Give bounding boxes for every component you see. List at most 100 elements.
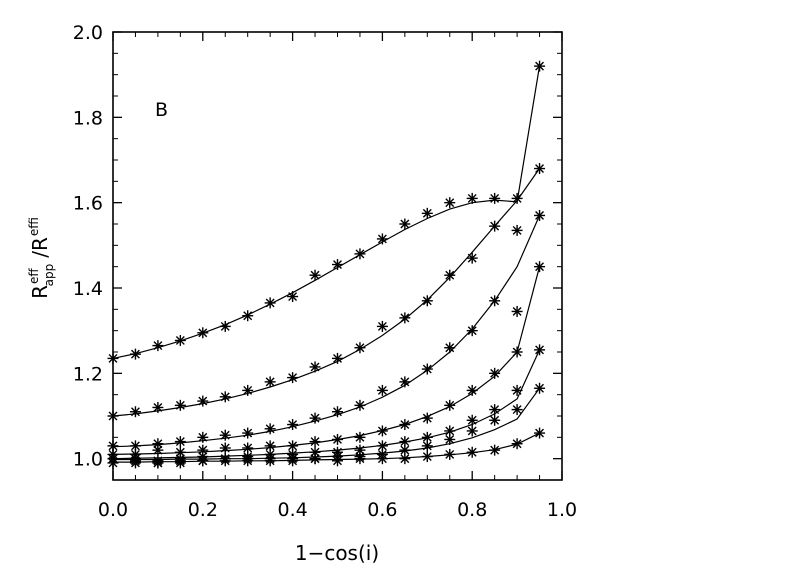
- series-1-point: [444, 197, 456, 209]
- series-7-point: [152, 457, 164, 469]
- series-1-point: [287, 291, 299, 303]
- series-3-point: [444, 342, 456, 354]
- series-6-point: [489, 414, 501, 426]
- series-2-point: [309, 361, 321, 373]
- y-tick-label: 1.4: [73, 278, 103, 300]
- plot-layer: [107, 60, 546, 469]
- series-4-curve: [112, 266, 541, 455]
- series-2-point: [421, 295, 433, 307]
- series-6-point: [444, 433, 456, 445]
- series-7-point: [354, 453, 366, 465]
- series-7-point: [421, 451, 433, 463]
- series-2-point: [332, 352, 343, 364]
- series-2-point: [489, 220, 501, 232]
- series-6-point: [511, 404, 523, 416]
- series-1-point: [421, 207, 433, 219]
- series-2-point: [511, 224, 523, 236]
- series-2-point: [242, 384, 254, 396]
- series-7-point: [264, 455, 276, 467]
- series-7-point: [174, 457, 186, 469]
- series-7-point: [309, 453, 321, 465]
- series-3-point: [399, 376, 411, 388]
- series-3-point: [511, 305, 523, 317]
- ticks-layer: 0.0 0.2 0.4 0.6 0.8 1.0 1.0 1.2 1.4 1.6 1.8 2.0: [73, 22, 577, 521]
- series-7-point: [376, 453, 388, 465]
- series-2-point: [129, 406, 141, 418]
- series-4-point: [219, 442, 231, 454]
- y-tick-label: 1.8: [73, 107, 103, 129]
- series-4-point: [421, 412, 433, 424]
- series-7-point: [129, 457, 141, 469]
- y-title-main-a: R: [28, 285, 52, 299]
- series-5-point: [489, 404, 501, 416]
- series-7-point: [219, 455, 231, 467]
- series-3-curve: [112, 215, 541, 448]
- series-1-point: [152, 340, 164, 352]
- series-7-point: [287, 455, 299, 467]
- series-3-point: [264, 423, 276, 435]
- x-tick-label: 0.8: [457, 499, 487, 521]
- x-tick-label: 0.0: [98, 499, 128, 521]
- y-axis-title: Reffapp/Reffi: [27, 217, 56, 299]
- series-2-point: [354, 342, 366, 354]
- series-7-point: [466, 446, 478, 458]
- series-1-point: [129, 348, 141, 360]
- series-2-point: [466, 252, 478, 264]
- y-tick-label: 1.6: [73, 193, 103, 215]
- series-7-point: [399, 453, 411, 465]
- series-4-point: [399, 419, 411, 431]
- series-7-point: [332, 455, 343, 467]
- y-tick-label: 1.2: [73, 363, 103, 385]
- series-7-point: [511, 438, 523, 450]
- y-title-sub-a: app: [42, 264, 56, 287]
- series-3-point: [287, 419, 299, 431]
- x-tick-label: 0.4: [277, 499, 307, 521]
- series-5-point: [534, 344, 546, 356]
- series-1-point: [376, 233, 388, 245]
- series-4-point: [152, 444, 164, 456]
- series-6-point: [466, 425, 478, 437]
- series-4-point: [534, 261, 546, 273]
- x-axis-title: 1−cos(i): [295, 541, 379, 565]
- series-3-point: [174, 436, 186, 448]
- series-6-point: [421, 440, 433, 452]
- series-1-point: [399, 218, 411, 230]
- series-1-point: [174, 334, 186, 346]
- series-7-point: [534, 427, 546, 439]
- x-tick-label: 1.0: [547, 499, 577, 521]
- x-tick-label: 0.2: [188, 499, 218, 521]
- y-title-slash: /: [28, 251, 52, 258]
- series-2-point: [152, 401, 164, 413]
- series-3-point: [354, 399, 366, 411]
- series-6-point: [534, 382, 546, 394]
- x-tick-label: 0.6: [367, 499, 397, 521]
- series-4-point: [309, 436, 321, 448]
- series-4-point: [489, 367, 501, 379]
- series-1-point: [264, 297, 276, 309]
- series-3-point: [219, 429, 231, 441]
- series-2-point: [219, 391, 231, 403]
- series-2-point: [444, 269, 456, 281]
- series-2-point: [376, 320, 388, 332]
- y-tick-label: 1.0: [73, 449, 103, 471]
- series-7-point: [489, 444, 501, 456]
- series-4-point: [354, 431, 366, 443]
- series-3-point: [489, 295, 501, 307]
- series-2-curve: [112, 168, 540, 417]
- series-1-point: [511, 192, 523, 204]
- series-4-point: [332, 433, 343, 445]
- series-2-point: [287, 372, 299, 384]
- series-3-point: [332, 406, 343, 418]
- series-7-curve: [113, 432, 540, 463]
- series-1-point: [219, 320, 231, 332]
- series-4-point: [376, 425, 388, 437]
- y-title-main-b: R: [28, 237, 52, 251]
- series-2-point: [534, 163, 546, 175]
- series-4-point: [444, 399, 456, 411]
- series-3-point: [376, 384, 388, 396]
- series-3-point: [242, 427, 254, 439]
- series-3-point: [466, 325, 478, 337]
- series-2-point: [264, 376, 276, 388]
- series-2-point: [399, 312, 411, 324]
